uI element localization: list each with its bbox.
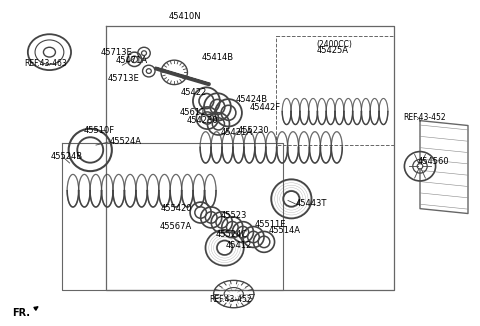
- Text: 45713E: 45713E: [100, 48, 132, 57]
- Text: 454230: 454230: [187, 116, 218, 125]
- Text: 45524A: 45524A: [109, 137, 142, 146]
- Text: REF.43-452: REF.43-452: [403, 113, 446, 122]
- Text: 45471A: 45471A: [115, 56, 147, 65]
- Text: 454560: 454560: [418, 157, 449, 166]
- Text: 45443T: 45443T: [295, 199, 326, 208]
- Text: 455230: 455230: [238, 126, 269, 135]
- Text: 45424B: 45424B: [235, 95, 267, 104]
- Text: 45511E: 45511E: [254, 220, 286, 230]
- Text: 45410N: 45410N: [168, 12, 201, 21]
- Text: 455420: 455420: [160, 204, 192, 213]
- Text: 45510F: 45510F: [84, 126, 115, 135]
- Ellipse shape: [417, 164, 423, 169]
- Text: 45567A: 45567A: [160, 222, 192, 231]
- Text: 45611: 45611: [180, 108, 206, 117]
- Text: 45425A: 45425A: [317, 46, 349, 55]
- Text: 45421A: 45421A: [221, 128, 253, 137]
- Text: 45412: 45412: [226, 241, 252, 250]
- Text: 45422: 45422: [180, 88, 206, 97]
- Text: 45523: 45523: [221, 211, 247, 220]
- Text: 45442F: 45442F: [250, 103, 281, 112]
- Text: 45524C: 45524C: [216, 230, 248, 239]
- Text: REF.43-452: REF.43-452: [209, 295, 252, 304]
- Text: 45713E: 45713E: [108, 74, 139, 83]
- Text: REF.43-463: REF.43-463: [24, 59, 67, 68]
- Text: 45514A: 45514A: [269, 226, 301, 235]
- Text: 45524B: 45524B: [50, 152, 83, 161]
- Text: (2400CC): (2400CC): [317, 39, 353, 49]
- Text: 45414B: 45414B: [202, 52, 234, 62]
- Text: FR.: FR.: [12, 308, 30, 318]
